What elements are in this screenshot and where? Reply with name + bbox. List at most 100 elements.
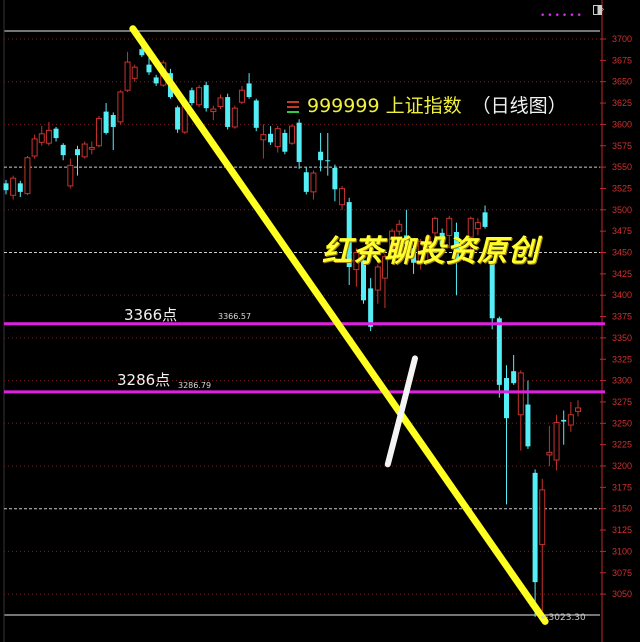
candle-up	[446, 217, 453, 236]
candle-up	[567, 414, 574, 426]
hand-drawn-stroke	[384, 355, 418, 468]
trendline	[129, 25, 549, 625]
candle-down	[325, 160, 331, 162]
axis-tick-label: 3500	[612, 205, 632, 215]
candle-up	[231, 107, 238, 128]
candle-down	[525, 404, 531, 447]
candle-up	[553, 421, 560, 461]
candle-down	[461, 250, 467, 253]
candle-down	[511, 371, 517, 384]
axis-tick-label: 3300	[612, 376, 632, 386]
candle-up	[389, 230, 396, 249]
arrow-left-icon: ←	[541, 613, 549, 623]
candle-down	[346, 202, 352, 268]
candle-up	[24, 157, 31, 195]
candle-down	[411, 248, 417, 263]
axis-tick-label: 3125	[612, 525, 632, 535]
candle-up	[467, 217, 474, 238]
low-price-label: ←3023.30	[541, 613, 586, 623]
axis-tick-label: 3450	[612, 248, 632, 258]
axis-tick-label: 3075	[612, 568, 632, 578]
axis-tick-label: 3675	[612, 55, 632, 65]
candle-up	[95, 117, 102, 147]
candle-down	[489, 262, 495, 319]
axis-tick-label: 3525	[612, 183, 632, 193]
chart-title: 999999 上证指数 （日线图）	[287, 91, 567, 118]
candle-down	[153, 77, 159, 84]
level-label-3286: 3286点	[117, 371, 171, 389]
three-bar-icon[interactable]	[287, 98, 299, 116]
candle-down	[561, 419, 567, 422]
candle-down	[53, 128, 59, 139]
axis-tick-label: 3150	[612, 504, 632, 514]
candle-down	[110, 115, 116, 127]
axis-tick-label: 3350	[612, 333, 632, 343]
candle-down	[146, 64, 152, 73]
candle-up	[238, 89, 245, 103]
candle-up	[474, 222, 481, 230]
candle-up	[196, 87, 203, 106]
axis-tick-label: 3050	[612, 589, 632, 599]
candle-down	[332, 167, 338, 190]
candle-up	[310, 172, 317, 193]
candle-up	[289, 125, 295, 144]
axis-tick-label: 3425	[612, 269, 632, 279]
axis-tick-label: 3175	[612, 482, 632, 492]
candle-up	[131, 66, 138, 79]
candle-up	[546, 451, 553, 456]
axis-tick-label: 3475	[612, 226, 632, 236]
candle-up	[117, 91, 124, 123]
candle-up	[539, 489, 546, 546]
candle-down	[282, 132, 288, 152]
axis-tick-label: 3400	[612, 290, 632, 300]
price-axis: 3700 3675 3650 3625 3600 3575 3550 3525 3500 3475…	[600, 0, 632, 642]
candle-up	[417, 240, 424, 264]
candle-down	[60, 144, 66, 156]
level-value-3286: 3286.79	[178, 381, 212, 390]
candle-up	[575, 407, 581, 412]
candle-up	[274, 128, 281, 148]
candle-down	[482, 212, 488, 227]
candle-down	[3, 183, 9, 191]
candle-down	[532, 472, 538, 583]
candle-down	[17, 183, 23, 192]
candle-up	[31, 138, 38, 157]
support-lines	[4, 322, 605, 394]
axis-tick-label: 3550	[612, 162, 632, 172]
candle-down	[246, 83, 252, 98]
level-value-3366: 3366.57	[218, 312, 252, 321]
candle-down	[296, 122, 302, 162]
candle-down	[453, 232, 459, 261]
candle-down	[439, 232, 445, 245]
candle-up	[81, 143, 88, 158]
candle-down	[189, 90, 195, 104]
candle-up	[67, 164, 74, 187]
candle-down	[504, 378, 509, 419]
chart-period: （日线图）	[471, 95, 567, 117]
candle-up	[396, 223, 403, 232]
stock-name: 上证指数	[385, 95, 462, 117]
candle-down	[403, 235, 409, 244]
candle-up	[217, 97, 224, 107]
candle-up	[432, 217, 438, 234]
candle-down	[103, 111, 109, 133]
candle-up	[210, 108, 217, 113]
axis-tick-label: 3575	[612, 141, 632, 151]
candle-down	[368, 288, 374, 327]
axis-tick-label: 3625	[612, 98, 632, 108]
candle-down	[361, 260, 366, 301]
candle-up	[339, 187, 346, 206]
candle-up	[88, 146, 95, 150]
candle-down	[303, 172, 309, 192]
candle-down	[203, 85, 209, 109]
axis-tick-label: 3650	[612, 77, 632, 87]
candle-down	[225, 97, 231, 127]
axis-tick-label: 3375	[612, 312, 632, 322]
axis-tick-label: 3250	[612, 418, 632, 428]
axis-tick-label: 3600	[612, 119, 632, 129]
axis-tick-label: 3325	[612, 354, 632, 364]
candle-up	[381, 256, 388, 279]
axis-tick-label: 3700	[612, 34, 632, 44]
split-square-icon[interactable]	[593, 5, 602, 15]
candle-up	[124, 61, 131, 91]
